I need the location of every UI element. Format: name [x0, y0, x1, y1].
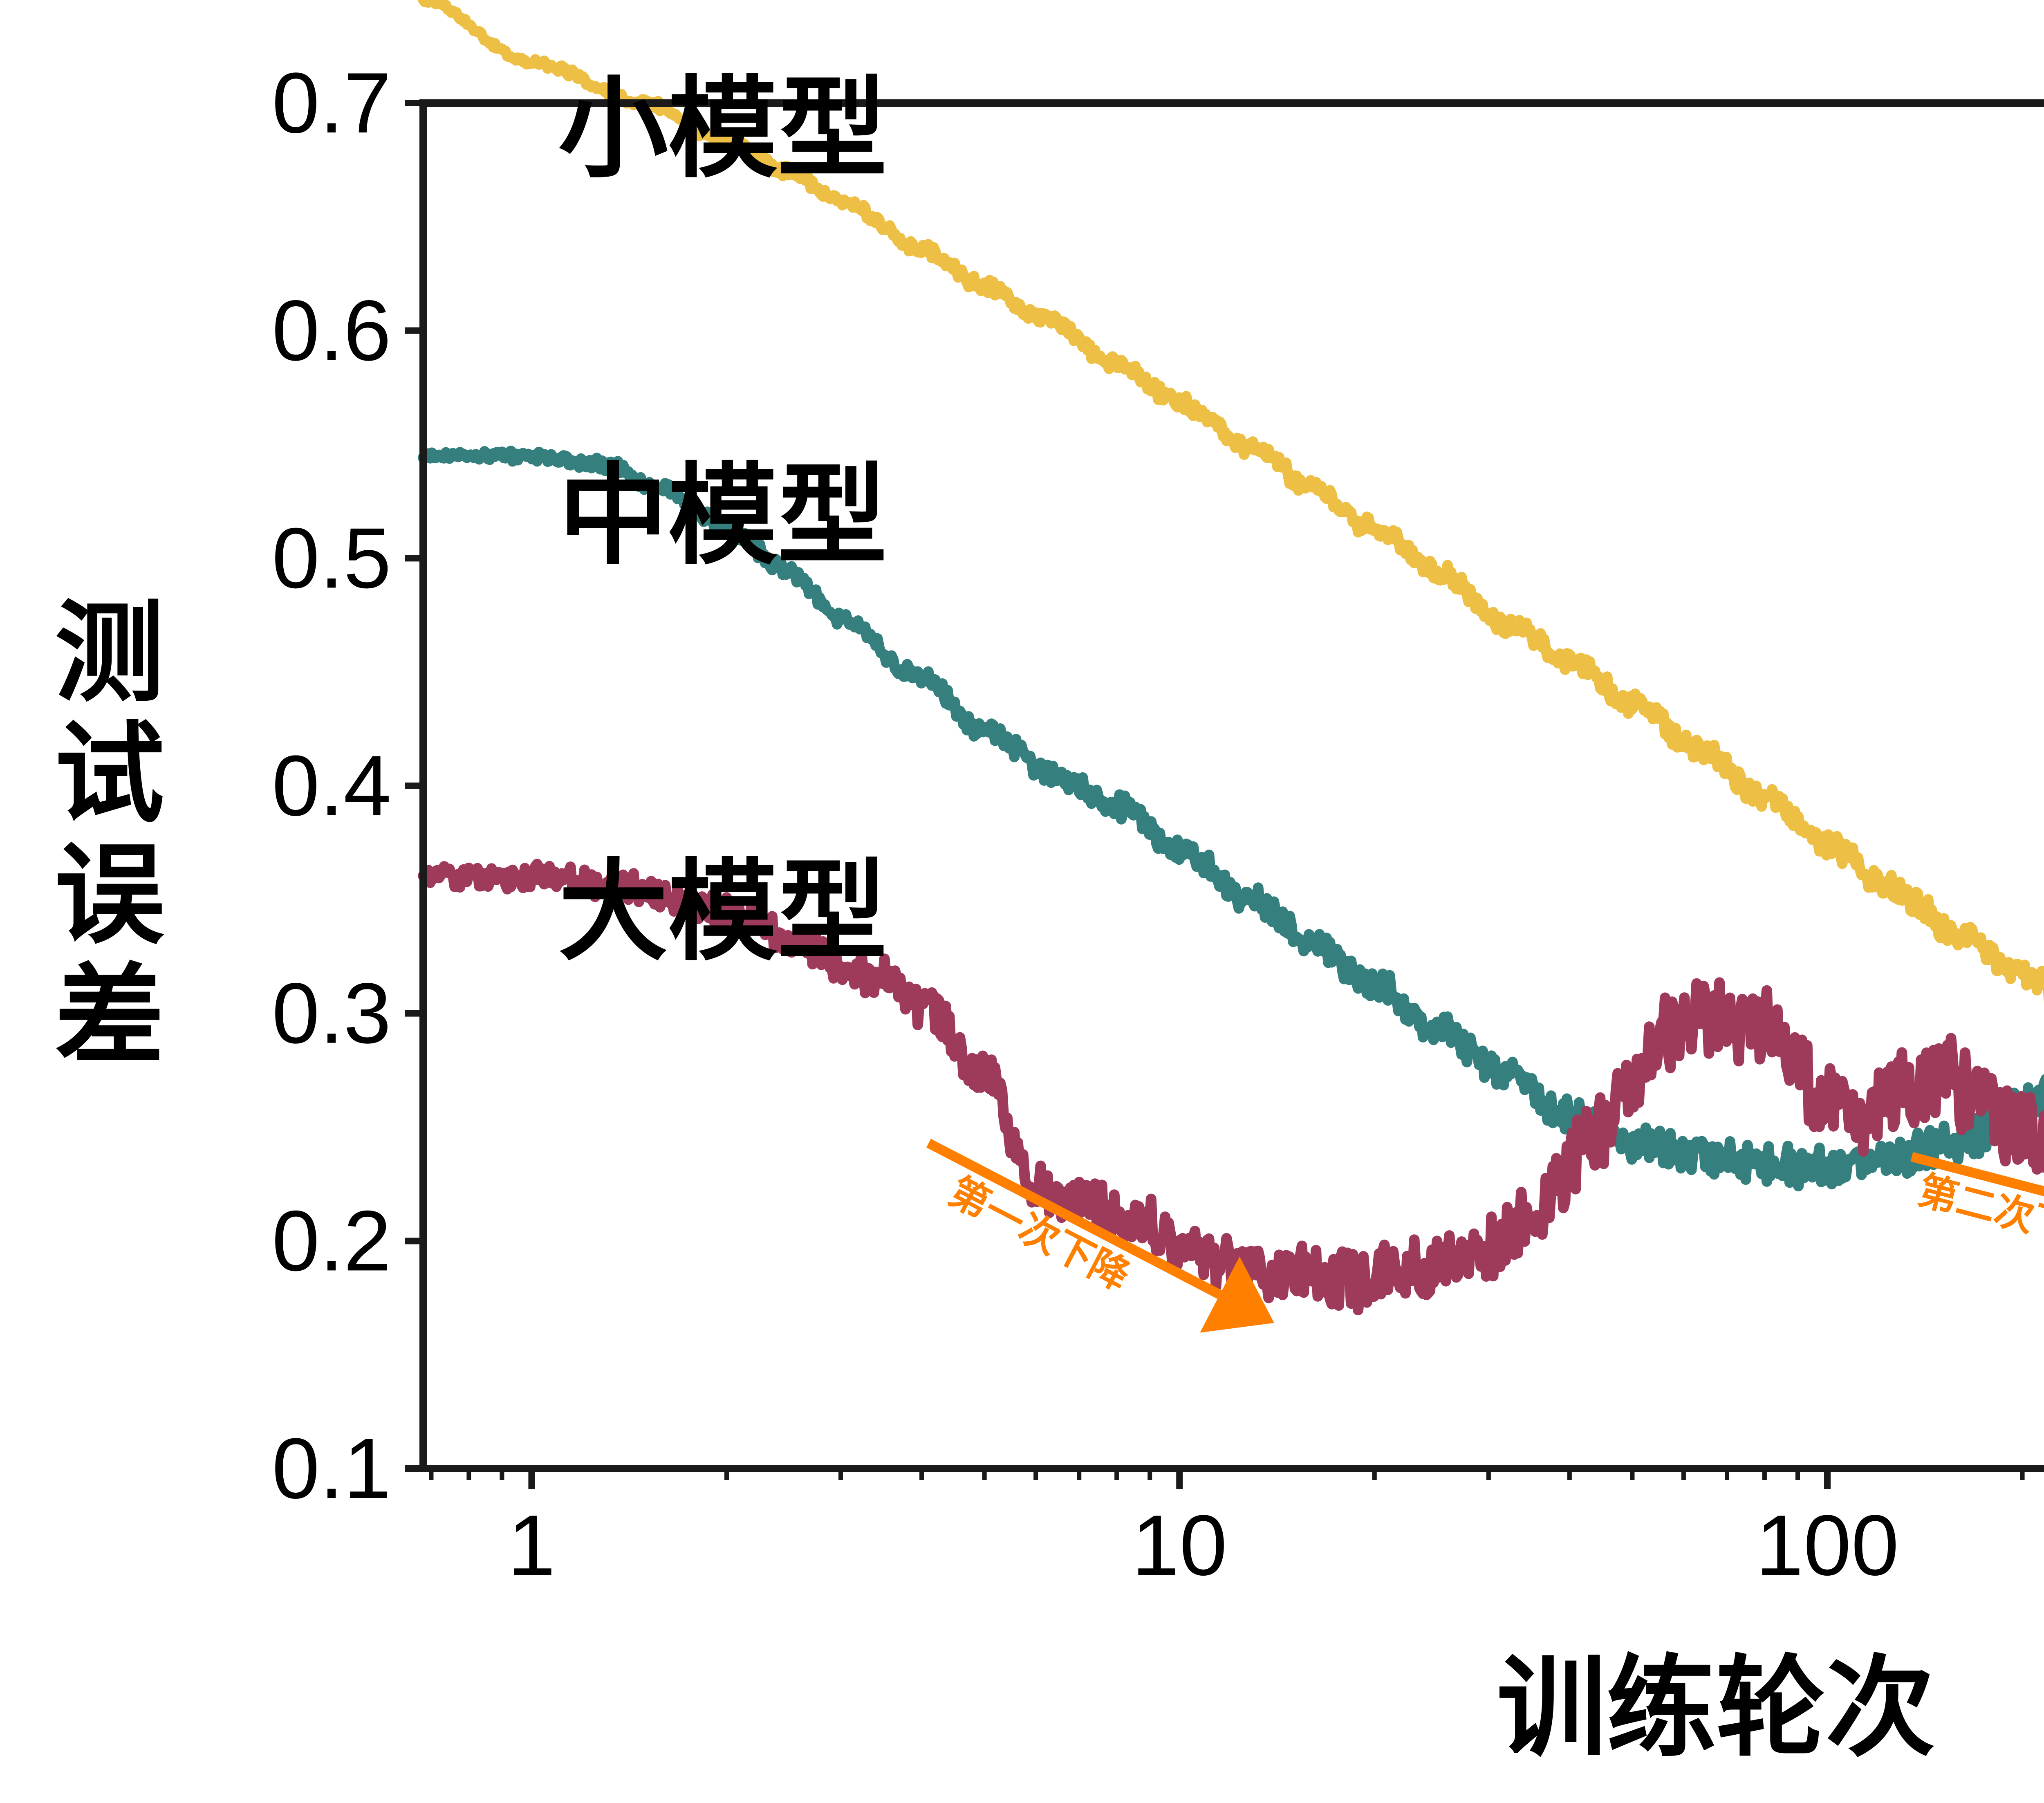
y-tick-label-1: 0.6 — [272, 283, 391, 379]
x-tick-label-2: 100 — [1756, 1497, 1899, 1593]
y-axis-title-char-1: 测 — [55, 590, 164, 717]
y-tick-label-3: 0.4 — [272, 738, 391, 834]
y-tick-label-0: 0.7 — [272, 55, 391, 151]
annotation-arrow-line-2 — [1910, 1152, 2044, 1197]
series-line-1 — [418, 0, 2044, 1003]
inline-label-3: 大模型 — [558, 848, 887, 976]
series-line-2 — [418, 446, 2044, 1191]
inline-label-2: 中模型 — [558, 452, 887, 580]
tick-labels: 0.70.60.50.40.30.20.11101001k — [272, 55, 1899, 1593]
y-tick-label-2: 0.5 — [272, 510, 391, 606]
axis-ticks — [405, 100, 2025, 1489]
y-axis-title-char-4: 差 — [55, 953, 164, 1080]
inline-label-1: 小模型 — [558, 65, 887, 193]
y-tick-label-4: 0.3 — [272, 965, 391, 1061]
annotation-arrowhead-1 — [1200, 1256, 1274, 1333]
y-tick-label-6: 0.1 — [272, 1420, 391, 1516]
y-axis-title-char-2: 试 — [55, 711, 164, 838]
y-tick-label-5: 0.2 — [272, 1193, 391, 1289]
y-axis-title-char-3: 误 — [55, 832, 164, 959]
annotation-arrow-line-1 — [926, 1139, 1222, 1299]
series-layer — [418, 0, 2044, 1316]
series-line-3 — [418, 859, 2044, 1316]
x-tick-label-1: 10 — [1132, 1497, 1227, 1593]
x-tick-label-0: 1 — [508, 1497, 556, 1593]
x-axis-title: 训练轮次 — [1497, 1644, 1935, 1772]
